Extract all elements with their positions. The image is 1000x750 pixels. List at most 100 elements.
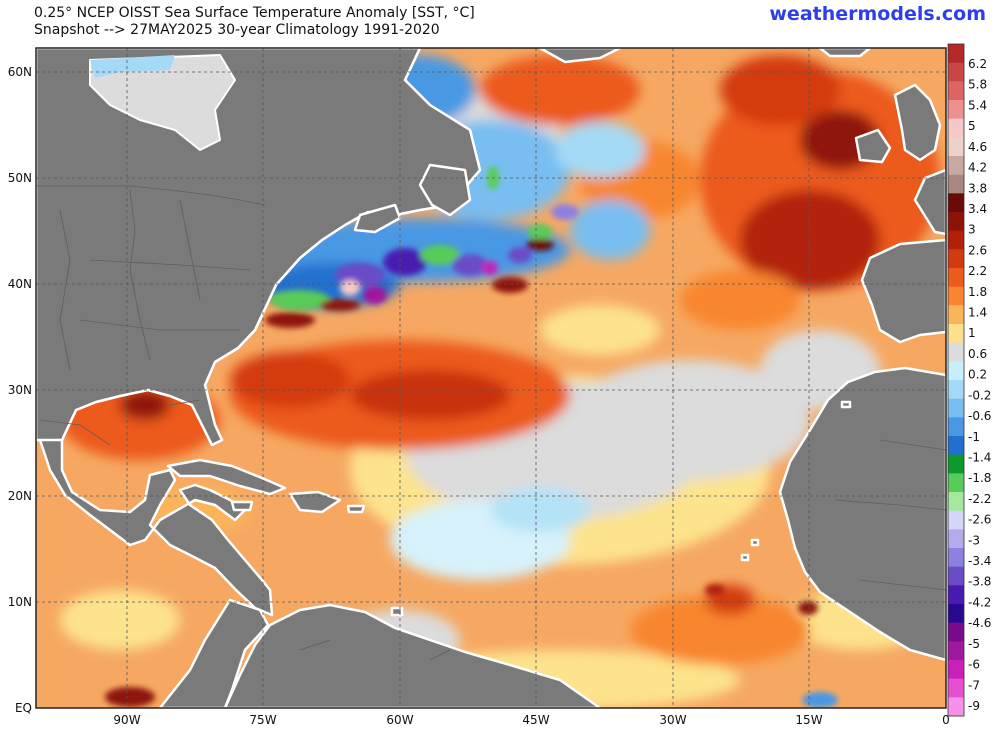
colorbar-swatch [948,62,964,82]
colorbar-frame [947,43,965,717]
colorbar-label: 5.4 [968,98,987,112]
colorbar-swatch [948,398,964,418]
colorbar-swatch [948,118,964,138]
lat-label: 20N [8,489,32,503]
colorbar-swatch [948,305,964,325]
colorbar-swatch [948,249,964,269]
lat-label: 60N [8,65,32,79]
great-britain-land [893,83,942,162]
political-borders [36,185,946,661]
colorbar-swatch [948,81,964,101]
colorbar-label: -3.8 [968,575,991,589]
lat-label: 30N [8,383,32,397]
colorbar-label: 1 [968,326,976,340]
colorbar-swatch [948,660,964,680]
colorbar-swatch [948,622,964,642]
jamaica-land [230,500,254,512]
map-frame [35,47,947,709]
cuba-land [166,458,287,496]
colorbar-swatch [948,137,964,157]
lon-label: 0 [942,713,950,727]
colorbar-swatch [948,156,964,176]
colorbar-swatch [948,286,964,306]
colorbar-swatch [948,678,964,698]
colorbar-label: 4.2 [968,161,987,175]
lon-label: 90W [113,713,140,727]
hispaniola-land [288,490,342,514]
colorbar-label: -1.4 [968,450,991,464]
ireland-land [854,128,892,164]
longitude-labels: 90W 75W 60W 45W 30W 15W 0 [113,713,949,727]
colorbar-label: 4.6 [968,140,987,154]
colorbar-swatch [948,641,964,661]
colorbar-swatch [948,417,964,437]
colorbar-label: -9 [968,699,980,713]
lon-label: 30W [659,713,686,727]
colorbar-swatch [948,510,964,530]
colorbar-swatch [948,492,964,512]
colorbar-swatch [948,697,964,717]
colorbar-label: -1.8 [968,471,991,485]
lon-label: 60W [386,713,413,727]
colorbar-swatch [948,529,964,549]
colorbar-label: -0.2 [968,388,991,402]
lat-label: 10N [8,595,32,609]
colorbar-legend: 6.2 5.8 5.4 5 4.6 4.2 3.8 3.4 3 2.6 2.2 1.8 1.4 1 0.6 0… [947,43,991,717]
land-masses [36,48,946,708]
colorbar-swatch [948,268,964,288]
colorbar-swatch [948,380,964,400]
colorbar-label: -1 [968,430,980,444]
colorbar-label: 1.8 [968,285,987,299]
iberia-land [860,238,946,344]
colorbar-swatch [948,473,964,493]
colorbar-label: 0.6 [968,347,987,361]
colorbar-label: 3 [968,223,976,237]
colorbar-swatch [948,361,964,381]
south-america-land [223,603,602,708]
colorbar-label: -3 [968,533,980,547]
colorbar-swatch [948,193,964,213]
colorbar-label: -2.2 [968,492,991,506]
greenland-land [538,48,622,64]
lat-label: EQ [15,701,32,715]
map-title: 0.25° NCEP OISST Sea Surface Temperature… [34,5,475,21]
graticule [36,48,946,708]
nova-scotia-land [353,203,402,234]
colorbar-swatch [948,454,964,474]
colorbar-swatch [948,230,964,250]
newfoundland-land [418,163,472,217]
colorbar-swatch [948,604,964,624]
puerto-rico-land [346,504,366,514]
colorbar-label: 6.2 [968,57,987,71]
colorbar-label: 0.2 [968,368,987,382]
colorbar-swatch [948,174,964,194]
colorbar-label: 2.2 [968,264,987,278]
africa-land [778,366,946,662]
latitude-labels: 60N 50N 40N 30N 20N 10N EQ [8,65,32,715]
colorbar-label: -2.6 [968,513,991,527]
anomaly-field [60,50,940,708]
lon-label: 75W [249,713,276,727]
colorbar-swatch [948,548,964,568]
lat-label: 50N [8,171,32,185]
colorbar-label: -7 [968,678,980,692]
colorbar-label: -3.4 [968,554,991,568]
map-subtitle: Snapshot --> 27MAY2025 30-year Climatolo… [34,22,440,38]
lon-label: 45W [522,713,549,727]
colorbar-label: 3.8 [968,181,987,195]
colorbar-swatch [948,342,964,362]
colorbar-swatch [948,585,964,605]
brand-link[interactable]: weathermodels.com [769,3,986,25]
colorbar-swatch [948,212,964,232]
colorbar-label: 2.6 [968,243,987,257]
colorbar-label: 3.4 [968,202,987,216]
colorbar-label: -6 [968,658,980,672]
map-panel [36,48,946,708]
colorbar-swatch [948,100,964,120]
colorbar-swatch [948,436,964,456]
lon-label: 15W [795,713,822,727]
colorbar-label: 5.8 [968,78,987,92]
colorbar-label: -4.6 [968,616,991,630]
colorbar-label: -0.6 [968,409,991,423]
